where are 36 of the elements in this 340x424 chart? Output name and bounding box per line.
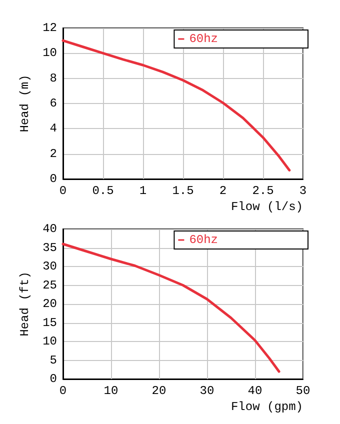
- y-axis-title: Head (ft): [18, 272, 32, 336]
- legend-label: 60hz: [189, 32, 218, 46]
- y-axis-title: Head (m): [18, 74, 32, 132]
- x-tick-label: 40: [248, 384, 262, 398]
- y-tick-label: 12: [42, 21, 57, 35]
- y-tick-label: 0: [50, 372, 57, 386]
- y-tick-label: 35: [42, 240, 57, 255]
- y-tick-label: 10: [42, 334, 57, 348]
- legend-label: 60hz: [189, 233, 218, 247]
- y-tick-label: 30: [42, 260, 57, 274]
- x-axis-title: Flow (gpm): [230, 400, 303, 414]
- line-series: [62, 242, 280, 373]
- x-tick-label: 0: [59, 384, 67, 398]
- x-tick-label: 3: [299, 184, 307, 198]
- x-tick-label: 20: [152, 384, 166, 398]
- y-tick-label: 0: [50, 172, 57, 186]
- y-tick-label: 25: [42, 278, 57, 292]
- x-tick-label: 50: [296, 384, 310, 398]
- y-tick-label: 8: [50, 71, 57, 86]
- x-axis-title: Flow (l/s): [230, 200, 303, 214]
- y-tick-label: 40: [42, 222, 57, 236]
- x-tick-label: 2: [219, 184, 227, 198]
- y-tick-label: 2: [50, 146, 57, 161]
- x-tick-label: 1: [139, 184, 147, 198]
- y-tick-label: 4: [50, 122, 57, 136]
- y-tick-label: 15: [42, 316, 57, 330]
- x-tick-label: 30: [200, 384, 214, 398]
- x-tick-label: 1.5: [172, 184, 194, 198]
- y-tick-label: 10: [42, 46, 57, 60]
- y-tick-label: 6: [50, 96, 57, 110]
- x-tick-label: 10: [104, 384, 118, 398]
- x-tick-label: 0.5: [92, 184, 114, 198]
- x-tick-label: 0: [59, 184, 67, 198]
- y-tick-label: 20: [42, 297, 57, 311]
- x-tick-label: 2.5: [252, 184, 274, 198]
- y-tick-label: 5: [50, 353, 57, 368]
